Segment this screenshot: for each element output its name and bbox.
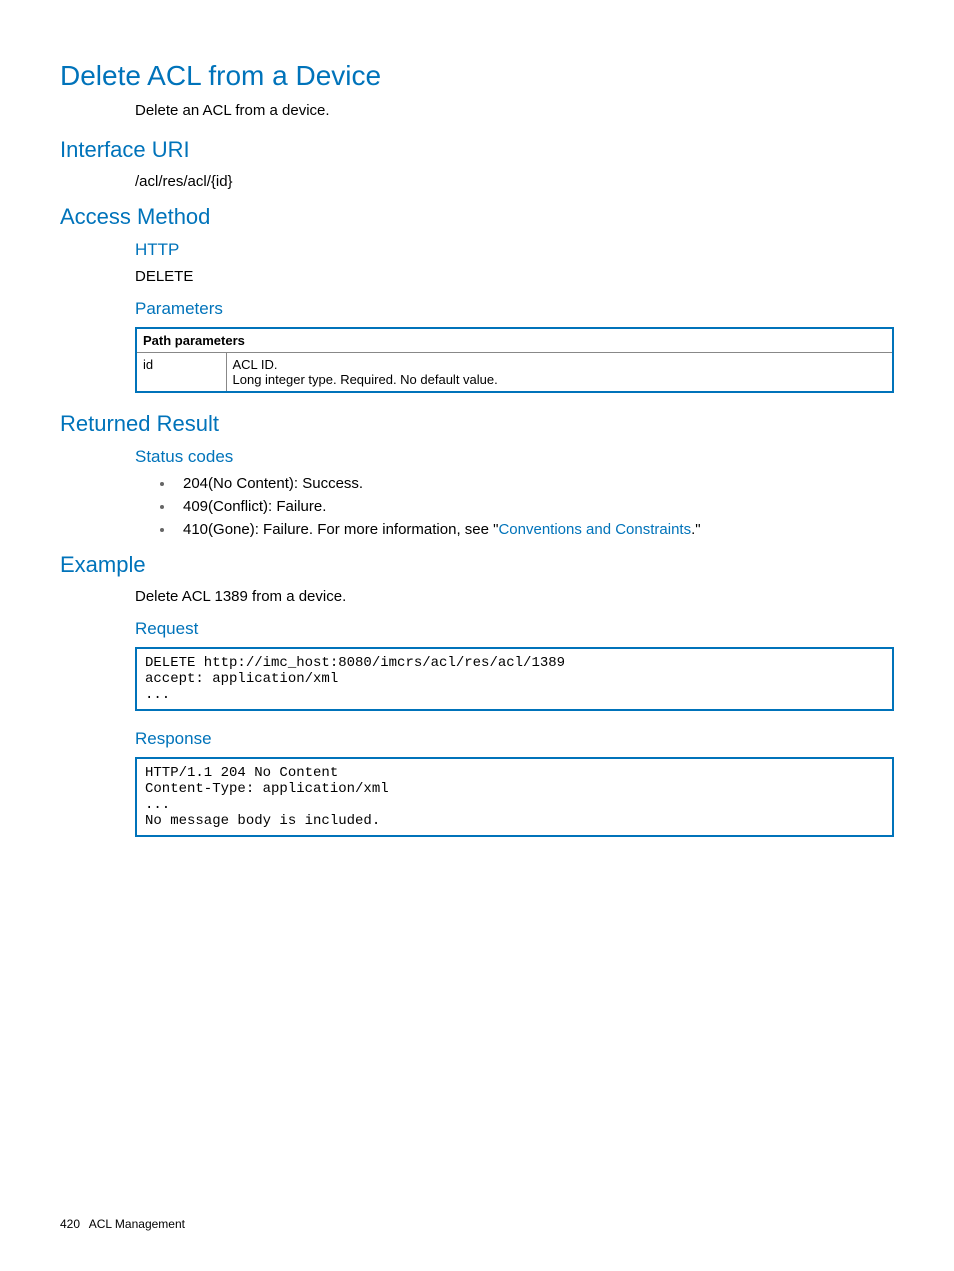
page-footer: 420 ACL Management	[60, 1217, 185, 1231]
conventions-link[interactable]: Conventions and Constraints	[498, 521, 691, 538]
response-code: HTTP/1.1 204 No Content Content-Type: ap…	[135, 757, 894, 837]
http-value: DELETE	[135, 268, 894, 285]
param-desc-line1: ACL ID.	[233, 357, 887, 372]
parameters-heading: Parameters	[135, 299, 894, 319]
table-header: Path parameters	[136, 328, 893, 353]
param-desc-line2: Long integer type. Required. No default …	[233, 372, 887, 387]
status-text-pre: 410(Gone): Failure. For more information…	[183, 521, 498, 538]
footer-section: ACL Management	[89, 1217, 185, 1231]
status-codes-heading: Status codes	[135, 447, 894, 467]
example-intro: Delete ACL 1389 from a device.	[135, 588, 894, 605]
table-header-row: Path parameters	[136, 328, 893, 353]
list-item: 409(Conflict): Failure.	[175, 498, 894, 515]
http-heading: HTTP	[135, 240, 894, 260]
page-number: 420	[60, 1217, 80, 1231]
status-text-post: ."	[691, 521, 701, 538]
parameters-table: Path parameters id ACL ID. Long integer …	[135, 327, 894, 393]
param-desc: ACL ID. Long integer type. Required. No …	[226, 353, 893, 393]
interface-uri-heading: Interface URI	[60, 137, 894, 163]
access-method-heading: Access Method	[60, 204, 894, 230]
example-heading: Example	[60, 552, 894, 578]
interface-uri-value: /acl/res/acl/{id}	[135, 173, 894, 190]
param-name: id	[136, 353, 226, 393]
request-code: DELETE http://imc_host:8080/imcrs/acl/re…	[135, 647, 894, 711]
returned-result-heading: Returned Result	[60, 411, 894, 437]
page-title: Delete ACL from a Device	[60, 60, 894, 92]
response-heading: Response	[135, 729, 894, 749]
page-subtitle: Delete an ACL from a device.	[135, 102, 894, 119]
status-codes-list: 204(No Content): Success. 409(Conflict):…	[175, 475, 894, 538]
list-item: 204(No Content): Success.	[175, 475, 894, 492]
list-item: 410(Gone): Failure. For more information…	[175, 521, 894, 538]
table-row: id ACL ID. Long integer type. Required. …	[136, 353, 893, 393]
request-heading: Request	[135, 619, 894, 639]
